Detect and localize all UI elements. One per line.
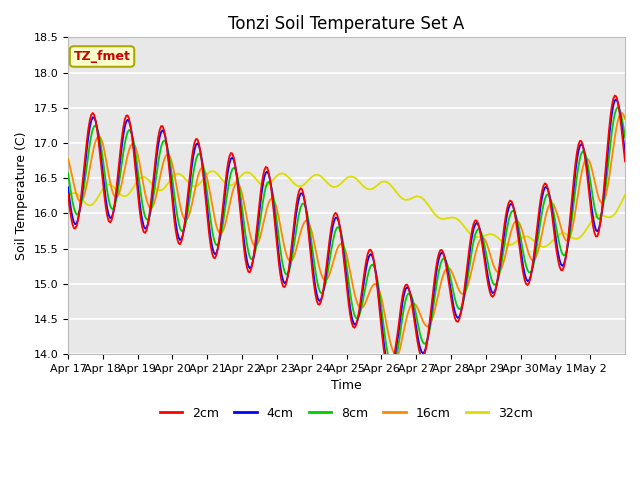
Title: Tonzi Soil Temperature Set A: Tonzi Soil Temperature Set A xyxy=(228,15,465,33)
Line: 32cm: 32cm xyxy=(68,171,625,247)
2cm xyxy=(463,269,470,275)
32cm xyxy=(64,195,72,201)
32cm xyxy=(83,202,91,207)
Line: 2cm: 2cm xyxy=(68,96,625,372)
16cm xyxy=(463,286,470,292)
16cm xyxy=(618,110,626,116)
8cm xyxy=(463,283,470,288)
4cm xyxy=(83,145,91,151)
4cm xyxy=(64,184,72,190)
32cm xyxy=(547,240,555,245)
4cm xyxy=(545,192,553,198)
32cm xyxy=(352,176,360,181)
4cm xyxy=(621,150,629,156)
2cm xyxy=(620,145,627,151)
4cm xyxy=(100,185,108,191)
X-axis label: Time: Time xyxy=(331,379,362,392)
32cm xyxy=(620,195,627,201)
8cm xyxy=(351,312,358,318)
16cm xyxy=(83,181,91,187)
2cm xyxy=(621,158,629,164)
8cm xyxy=(388,361,396,367)
4cm xyxy=(620,138,627,144)
16cm xyxy=(620,112,627,118)
2cm xyxy=(64,192,72,197)
2cm xyxy=(351,325,358,331)
16cm xyxy=(351,290,358,296)
32cm xyxy=(540,244,547,250)
32cm xyxy=(621,192,629,198)
32cm xyxy=(208,168,216,174)
8cm xyxy=(621,134,629,140)
8cm xyxy=(100,168,108,174)
32cm xyxy=(463,227,470,232)
4cm xyxy=(463,274,470,280)
Y-axis label: Soil Temperature (C): Soil Temperature (C) xyxy=(15,132,28,260)
2cm xyxy=(100,193,108,199)
16cm xyxy=(100,148,108,154)
4cm xyxy=(351,322,358,327)
16cm xyxy=(64,156,72,162)
Text: TZ_fmet: TZ_fmet xyxy=(74,50,131,63)
2cm xyxy=(385,370,393,375)
2cm xyxy=(545,193,553,199)
2cm xyxy=(611,93,619,98)
8cm xyxy=(620,125,627,131)
32cm xyxy=(100,184,108,190)
Line: 8cm: 8cm xyxy=(68,107,625,364)
Legend: 2cm, 4cm, 8cm, 16cm, 32cm: 2cm, 4cm, 8cm, 16cm, 32cm xyxy=(155,402,538,424)
4cm xyxy=(385,367,393,372)
16cm xyxy=(393,352,401,358)
4cm xyxy=(612,96,620,102)
8cm xyxy=(545,193,553,199)
2cm xyxy=(83,137,91,143)
16cm xyxy=(621,116,629,122)
8cm xyxy=(614,104,621,110)
8cm xyxy=(83,162,91,168)
Line: 4cm: 4cm xyxy=(68,99,625,370)
Line: 16cm: 16cm xyxy=(68,113,625,355)
16cm xyxy=(545,202,553,207)
8cm xyxy=(64,170,72,176)
